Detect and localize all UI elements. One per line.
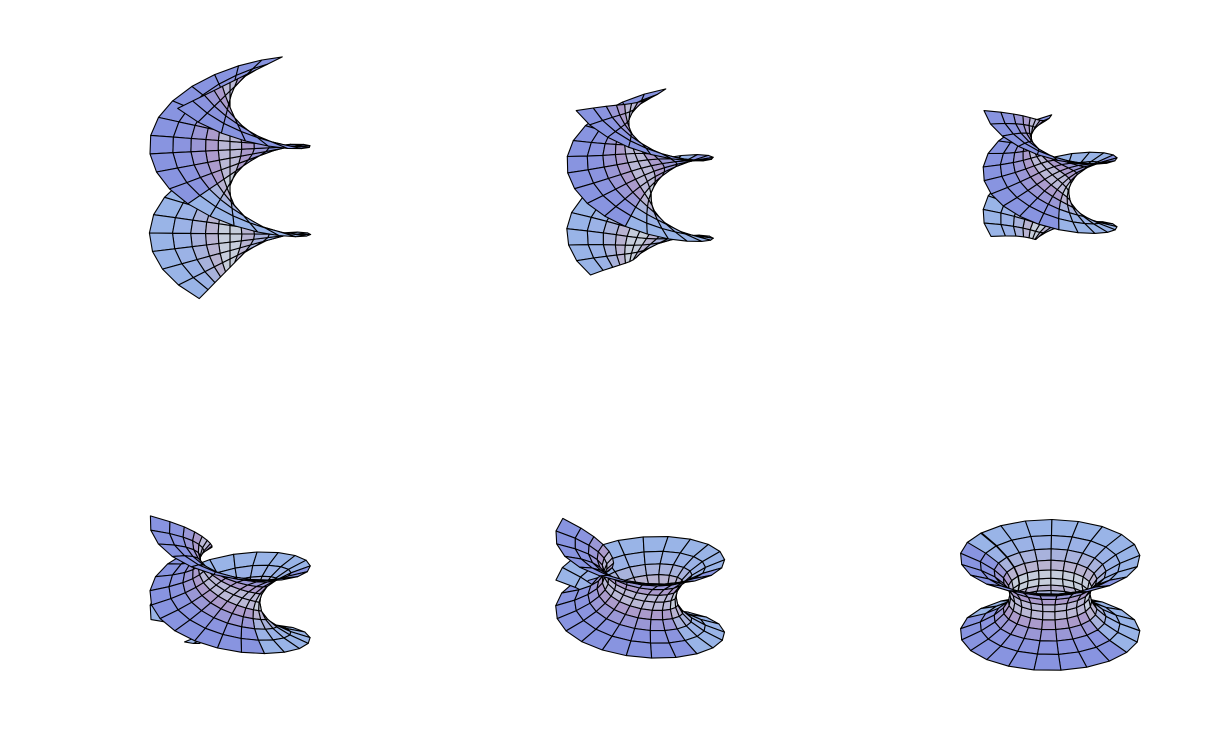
mesh-facet [218, 224, 230, 234]
mesh-facet [587, 231, 603, 245]
mesh-facet [615, 144, 625, 154]
mesh-facet [1043, 605, 1055, 612]
mesh-facet [626, 641, 651, 658]
mesh-facet [662, 609, 672, 619]
mesh-facet [241, 234, 254, 241]
mesh-facet [1063, 571, 1075, 582]
surface-panel-6 [890, 455, 1207, 735]
mesh-facet [651, 610, 663, 620]
mesh-facet [1038, 641, 1059, 655]
mesh-facet [150, 135, 173, 154]
mesh-facet [645, 564, 660, 576]
surface-panel-2 [470, 45, 810, 335]
mesh-facet [1051, 560, 1065, 571]
mesh-facet [206, 222, 219, 234]
mesh-facet [191, 220, 207, 233]
mesh-facet [191, 139, 206, 152]
mesh-facet [1039, 570, 1051, 579]
mesh-facet [603, 233, 616, 245]
mesh-facet [173, 218, 193, 234]
mesh-facet [191, 233, 207, 246]
mesh-facet [1043, 612, 1055, 620]
mesh-facet [218, 141, 230, 151]
mesh-facet [1039, 578, 1051, 586]
mesh-facet [173, 233, 193, 249]
mesh-facet [230, 149, 242, 158]
mesh-facet [615, 235, 627, 246]
mesh-facet [567, 229, 588, 245]
mesh-facet [645, 584, 673, 585]
mesh-facet [206, 140, 219, 152]
mesh-facet [1037, 560, 1051, 570]
mesh-facet [230, 234, 242, 242]
mesh-facet [1034, 594, 1061, 595]
surface-panel-4 [60, 470, 400, 725]
mesh-facet [647, 575, 660, 585]
mesh-facet [603, 144, 616, 156]
mesh-facet [149, 215, 175, 234]
mesh-facet [1051, 570, 1063, 579]
mesh-facet [1040, 630, 1057, 642]
mesh-facet [650, 620, 665, 631]
mesh-facet [1034, 654, 1061, 670]
mesh-facet [173, 137, 191, 153]
surface-panel-1 [60, 10, 400, 340]
surface-panel-3 [890, 65, 1207, 305]
mesh-facet [1042, 620, 1056, 630]
mesh-facet [1042, 599, 1056, 605]
surface-panel-5 [470, 465, 810, 725]
